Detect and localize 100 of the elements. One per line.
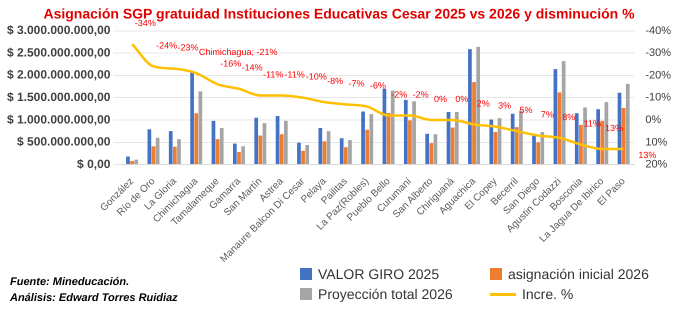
bar — [386, 112, 390, 164]
data-label: -11% — [263, 69, 284, 80]
bar — [168, 131, 173, 164]
bar — [237, 152, 241, 164]
bar — [412, 101, 416, 164]
bar — [134, 160, 138, 164]
y-tick-label: $ 500.000.000,00 — [17, 134, 111, 149]
data-label: -10% — [306, 72, 327, 82]
bar — [536, 142, 540, 164]
data-label: 0% — [455, 94, 468, 104]
data-label: 2% — [476, 98, 490, 108]
bar — [344, 147, 348, 164]
y2-tick-label: 10% — [645, 136, 668, 148]
bar — [147, 129, 152, 164]
bar — [322, 141, 326, 164]
bar — [220, 128, 224, 164]
data-label: -24% — [156, 40, 178, 50]
data-label: -11% — [284, 69, 305, 80]
text: Análisis: Edward Torres Ruidiaz — [10, 291, 178, 306]
bar — [622, 108, 626, 164]
bar — [284, 120, 288, 164]
data-label: 0% — [434, 94, 447, 104]
bar — [450, 128, 455, 164]
bar — [626, 84, 630, 164]
bar — [510, 114, 515, 164]
bar — [326, 131, 330, 164]
bar — [318, 128, 322, 164]
data-label: Chimichagua; -21% — [198, 47, 278, 58]
bar — [297, 142, 301, 164]
bar — [258, 136, 262, 164]
data-label: 13% — [638, 150, 656, 160]
bar — [280, 134, 284, 164]
data-label: -16% — [220, 58, 242, 68]
bar — [369, 114, 374, 164]
bar — [579, 124, 583, 164]
bar — [305, 144, 310, 164]
data-label: 8% — [562, 112, 576, 122]
y2-tick-label: -20% — [645, 69, 672, 82]
data-label: 5% — [519, 105, 532, 116]
data-label: -7% — [348, 78, 365, 88]
data-label: 3% — [498, 100, 512, 111]
bar — [425, 134, 430, 164]
legend-label: Incre. % — [522, 286, 574, 302]
bar — [468, 49, 472, 164]
bar — [301, 150, 305, 164]
bar — [361, 112, 365, 164]
data-label: 7% — [540, 110, 554, 120]
bar — [198, 91, 202, 164]
bar — [365, 130, 370, 164]
bar — [172, 146, 177, 164]
bar — [156, 138, 160, 164]
line-series — [130, 42, 625, 150]
legend-label: asignación inicial 2026 — [508, 266, 649, 282]
data-label: -2% — [391, 89, 408, 100]
bar — [498, 118, 502, 164]
y2-tick-label: -10% — [645, 92, 672, 104]
bar — [152, 146, 156, 164]
bar — [130, 160, 134, 164]
bar — [494, 132, 498, 164]
bar — [212, 120, 216, 164]
y2-tick-label: -30% — [645, 47, 672, 60]
bar — [434, 134, 438, 164]
bar — [558, 92, 562, 164]
bar — [126, 156, 130, 164]
data-label: -6% — [370, 80, 386, 91]
bar — [194, 113, 198, 164]
bar — [554, 69, 558, 164]
y-tick-label: $ 0,00 — [77, 156, 111, 171]
bar — [276, 116, 280, 164]
y2-tick-label: -40% — [645, 24, 672, 37]
bar — [408, 120, 412, 164]
bar — [532, 135, 536, 164]
bar — [472, 82, 476, 164]
data-label: -14% — [242, 62, 263, 73]
bar — [429, 143, 434, 164]
data-label: -8% — [327, 76, 344, 86]
bar — [348, 140, 352, 164]
y-tick-label: $ 1.000.000.000,00 — [6, 112, 111, 126]
bar — [190, 72, 194, 164]
legend-label: VALOR GIRO 2025 — [318, 266, 440, 282]
bar — [254, 118, 258, 164]
bar — [382, 88, 386, 164]
y2-tick-label: 0% — [645, 114, 662, 126]
y-tick-label: $ 2.500.000.000,00 — [6, 45, 111, 60]
bar — [446, 112, 450, 164]
data-label: -34% — [134, 18, 156, 28]
y-tick-label: $ 2.000.000.000,00 — [6, 68, 111, 82]
y-tick-label: $ 1.500.000.000,00 — [6, 90, 111, 104]
data-label: -23% — [178, 42, 199, 53]
source-note: Fuente: Mineducación. — [10, 275, 130, 290]
y-tick-label: $ 3.000.000.000,00 — [6, 23, 111, 38]
data-label: -2% — [412, 89, 429, 100]
legend-label: Proyección total 2026 — [318, 286, 453, 302]
bar — [241, 146, 245, 164]
bar — [262, 123, 266, 164]
bar — [216, 139, 220, 164]
bar — [232, 144, 237, 164]
bar — [340, 138, 344, 164]
bar — [177, 139, 181, 164]
y2-tick-label: 20% — [645, 158, 668, 171]
